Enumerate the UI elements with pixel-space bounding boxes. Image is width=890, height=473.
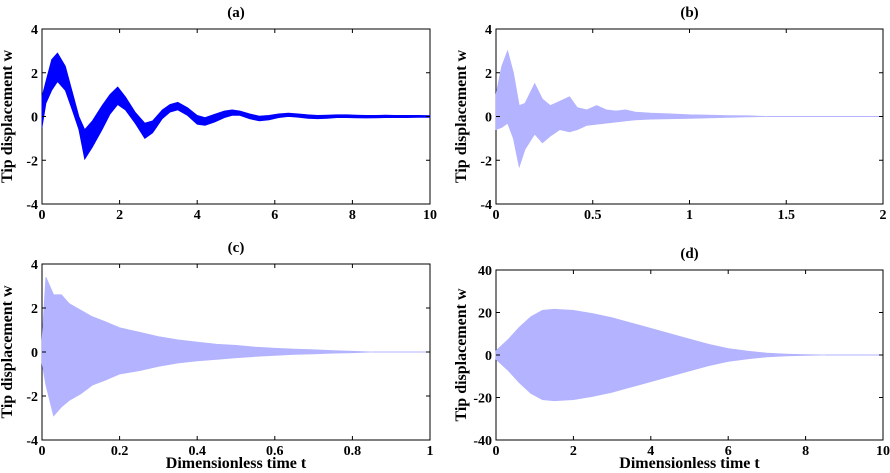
y-axis-label: Tip displacement w <box>453 288 470 422</box>
y-tick-label: -40 <box>473 434 492 449</box>
y-tick-label: 0 <box>485 111 492 126</box>
x-tick-label: 1.5 <box>778 208 796 223</box>
y-axis-label: Tip displacement w <box>453 50 470 184</box>
x-tick-label: 0 <box>39 208 46 223</box>
y-tick-label: 0 <box>485 349 492 364</box>
x-tick-label: 4 <box>194 208 201 223</box>
x-tick-label: 0.8 <box>344 444 362 459</box>
y-tick-label: -20 <box>473 392 492 407</box>
chart-panel-2: 0 0.2 0.4 0.6 0.8 1 -4 -2 0 2 4 (c) Tip displacement… <box>0 240 434 472</box>
x-tick-label: 0 <box>39 444 46 459</box>
panel-title: (d) <box>680 246 698 262</box>
x-tick-label: 0.6 <box>266 444 284 459</box>
y-tick-label: -2 <box>26 390 38 405</box>
x-tick-label: 4 <box>647 444 654 459</box>
x-tick-label: 8 <box>349 208 356 223</box>
x-tick-label: 10 <box>423 208 437 223</box>
chart-panel-0: 0 2 4 6 8 10 -4 -2 0 2 4 (a) Tip displacement w <box>0 5 437 223</box>
y-tick-label: 2 <box>31 67 38 82</box>
x-tick-label: 6 <box>725 444 732 459</box>
x-tick-label: 2 <box>570 444 577 459</box>
x-axis-label: Dimensionless time t <box>166 455 307 472</box>
series-band-0 <box>41 277 372 417</box>
series-band-0 <box>495 308 826 402</box>
y-tick-label: -4 <box>26 198 38 213</box>
y-tick-label: -2 <box>26 154 38 169</box>
y-tick-label: -4 <box>480 198 492 213</box>
x-tick-label: 2 <box>880 208 887 223</box>
y-tick-label: 20 <box>478 307 492 322</box>
y-tick-label: 2 <box>485 67 492 82</box>
y-tick-label: 4 <box>31 258 38 273</box>
y-tick-label: -2 <box>480 154 492 169</box>
y-tick-label: 0 <box>31 111 38 126</box>
x-tick-label: 2 <box>116 208 123 223</box>
x-tick-label: 0 <box>493 444 500 459</box>
x-tick-label: 0.5 <box>584 208 602 223</box>
panel-title: (a) <box>227 5 245 21</box>
x-tick-label: 8 <box>802 444 809 459</box>
x-axis-label: Dimensionless time t <box>619 455 760 472</box>
series-band-0 <box>495 49 767 169</box>
x-tick-label: 0 <box>493 208 500 223</box>
y-tick-label: -4 <box>26 434 38 449</box>
x-tick-label: 10 <box>876 444 890 459</box>
x-tick-label: 6 <box>271 208 278 223</box>
x-tick-label: 0.4 <box>188 444 206 459</box>
y-axis-label: Tip displacement w <box>0 50 16 184</box>
chart-panel-1: 0 0.5 1 1.5 2 -4 -2 0 2 4 (b) Tip displacement w <box>453 5 887 223</box>
chart-panel-3: 0 2 4 6 8 10 -40 -20 0 20 40 (d) Tip displacement w D… <box>453 246 890 472</box>
series-band-0 <box>41 52 431 161</box>
x-tick-label: 1 <box>686 208 693 223</box>
panel-title: (c) <box>228 240 245 256</box>
panel-title: (b) <box>680 5 698 21</box>
y-tick-label: 0 <box>31 346 38 361</box>
x-tick-label: 0.2 <box>111 444 129 459</box>
x-tick-label: 1 <box>427 444 434 459</box>
y-tick-label: 4 <box>485 23 492 38</box>
y-tick-label: 2 <box>31 302 38 317</box>
y-tick-label: 4 <box>31 23 38 38</box>
y-axis-label: Tip displacement w <box>0 285 16 419</box>
y-tick-label: 40 <box>478 264 492 279</box>
